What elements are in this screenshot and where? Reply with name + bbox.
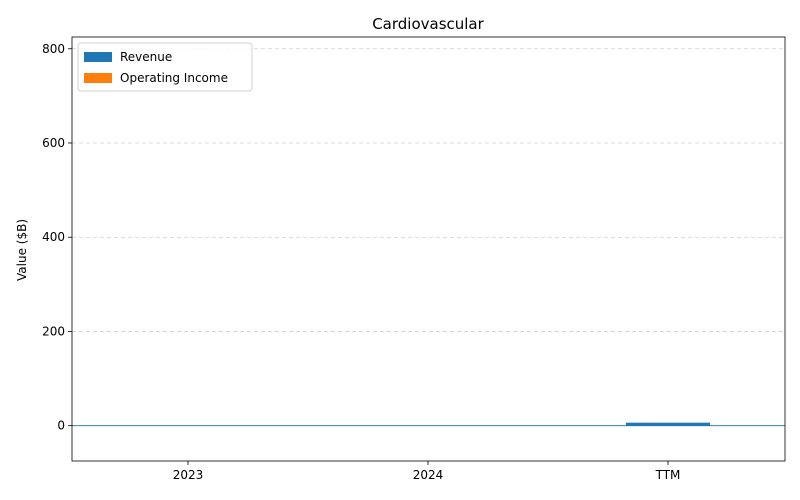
plot-frame — [71, 36, 786, 462]
x-tick-label: TTM — [655, 468, 681, 482]
legend-label: Revenue — [120, 50, 172, 64]
chart-title: Cardiovascular — [372, 15, 484, 33]
axes: 0 200 400 600 800 2023 2024 TTM — [42, 36, 786, 482]
y-tick-label: 200 — [42, 324, 65, 338]
y-tick-label: 800 — [42, 42, 65, 56]
x-tick-label: 2023 — [173, 468, 204, 482]
legend-box — [77, 42, 253, 92]
bars — [626, 422, 710, 426]
legend-label: Operating Income — [120, 71, 228, 85]
legend-swatch — [84, 73, 112, 83]
y-tick-label: 600 — [42, 136, 65, 150]
y-tick-label: 400 — [42, 230, 65, 244]
y-axis-label: Value ($B) — [15, 219, 29, 281]
legend: Revenue Operating Income — [77, 42, 253, 92]
grid-lines — [72, 48, 785, 427]
y-tick-label: 0 — [57, 419, 65, 433]
bar-revenue-ttm — [626, 422, 710, 426]
legend-swatch — [84, 52, 112, 62]
x-tick-label: 2024 — [413, 468, 444, 482]
